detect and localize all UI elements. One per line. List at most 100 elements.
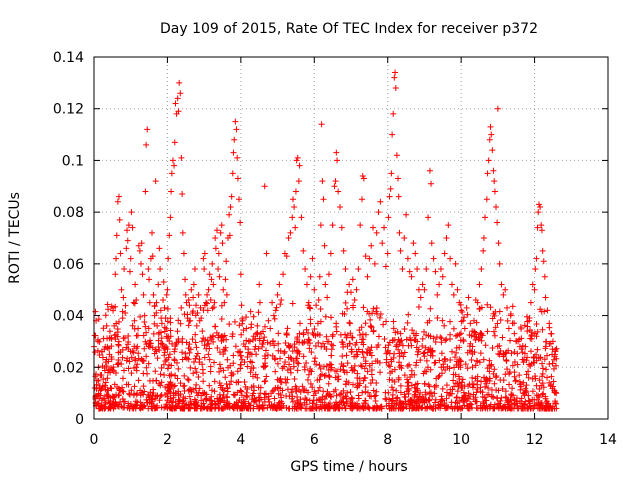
data-point [460,399,467,406]
data-point [377,198,384,205]
data-point [145,266,152,273]
data-point [525,392,532,399]
data-point [281,350,288,357]
data-point [372,397,379,404]
data-point [546,379,553,386]
data-point [113,320,120,327]
data-point [186,349,193,356]
data-point [393,341,400,348]
data-point [419,281,426,288]
data-point [500,353,507,360]
data-point [342,299,349,306]
data-point [144,370,151,377]
data-point [552,362,559,369]
data-point [157,393,164,400]
data-point [419,404,426,411]
data-point [274,360,281,367]
data-point [546,324,553,331]
data-point [423,266,430,273]
data-point [286,361,293,368]
data-point [179,398,186,405]
data-point [495,240,502,247]
data-point [124,227,131,234]
data-point [190,308,197,315]
data-point [237,271,244,278]
data-point [491,380,498,387]
data-point [474,386,481,393]
data-point [359,348,366,355]
data-point [323,401,330,408]
data-point [480,247,487,254]
data-point [133,297,140,304]
data-point [471,333,478,340]
data-point [334,157,341,164]
data-point [511,373,518,380]
data-point [502,371,509,378]
data-point [389,377,396,384]
data-point [442,337,449,344]
data-point [123,357,130,364]
data-point [252,343,259,350]
y-tick-label: 0 [75,412,84,428]
data-point [441,250,448,257]
data-point [516,372,523,379]
data-point [530,354,537,361]
data-point [306,345,313,352]
data-point [172,100,179,107]
data-point [277,404,284,411]
data-point [204,291,211,298]
data-point [336,203,343,210]
data-point [169,399,176,406]
data-point [405,379,412,386]
data-point [401,372,408,379]
data-point [133,402,140,409]
data-point [360,175,367,182]
data-point [295,360,302,367]
data-point [407,334,414,341]
data-point [471,329,478,336]
data-point [482,342,489,349]
data-point [285,235,292,241]
data-point [269,299,276,306]
data-point [506,381,513,388]
data-point [312,355,319,362]
data-point [388,356,395,363]
data-point [313,361,320,368]
data-point [478,378,485,385]
data-point [432,396,439,403]
data-point [425,396,432,403]
data-point [215,250,222,257]
data-point [308,368,315,375]
data-point [435,374,442,381]
data-point [349,334,356,341]
data-point [148,400,155,407]
data-point [540,258,547,265]
data-point [396,229,403,236]
data-point [104,335,111,342]
data-point [490,394,497,401]
data-point [289,214,296,221]
data-point [239,315,246,322]
data-point [141,312,148,319]
data-point [154,355,161,362]
data-point [368,352,375,359]
data-point [298,404,305,411]
data-point [187,364,194,371]
data-point [95,377,102,384]
data-point [498,281,505,288]
data-point [395,405,402,412]
data-point [140,383,147,390]
data-point [295,348,302,355]
data-point [450,377,457,384]
data-point [543,338,550,345]
data-point [133,345,140,352]
data-point [247,369,254,376]
data-point [396,359,403,366]
data-point [305,299,312,306]
data-point [483,196,490,203]
data-point [499,385,506,392]
data-point [126,391,133,398]
data-point [348,334,355,341]
data-point [408,367,415,374]
data-point [248,384,255,391]
